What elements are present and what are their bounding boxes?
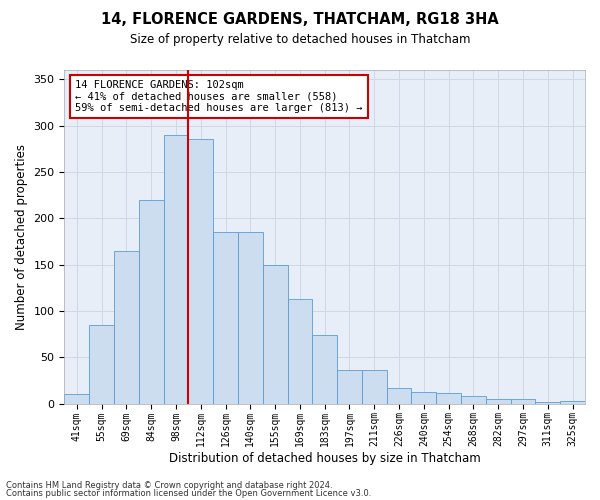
Bar — [412, 392, 436, 404]
X-axis label: Distribution of detached houses by size in Thatcham: Distribution of detached houses by size … — [169, 452, 481, 465]
Text: 14 FLORENCE GARDENS: 102sqm
← 41% of detached houses are smaller (558)
59% of se: 14 FLORENCE GARDENS: 102sqm ← 41% of det… — [75, 80, 362, 113]
Bar — [511, 399, 535, 404]
Text: Size of property relative to detached houses in Thatcham: Size of property relative to detached ho… — [130, 32, 470, 46]
Bar — [535, 402, 560, 404]
Bar — [263, 264, 287, 404]
Bar — [114, 250, 139, 404]
Bar — [64, 394, 89, 404]
Text: Contains HM Land Registry data © Crown copyright and database right 2024.: Contains HM Land Registry data © Crown c… — [6, 480, 332, 490]
Text: Contains public sector information licensed under the Open Government Licence v3: Contains public sector information licen… — [6, 489, 371, 498]
Bar — [164, 135, 188, 404]
Bar — [337, 370, 362, 404]
Y-axis label: Number of detached properties: Number of detached properties — [15, 144, 28, 330]
Text: 14, FLORENCE GARDENS, THATCHAM, RG18 3HA: 14, FLORENCE GARDENS, THATCHAM, RG18 3HA — [101, 12, 499, 28]
Bar — [313, 335, 337, 404]
Bar — [486, 399, 511, 404]
Bar — [188, 140, 213, 404]
Bar — [362, 370, 386, 404]
Bar — [560, 401, 585, 404]
Bar — [89, 325, 114, 404]
Bar — [238, 232, 263, 404]
Bar — [139, 200, 164, 404]
Bar — [386, 388, 412, 404]
Bar — [436, 394, 461, 404]
Bar — [287, 299, 313, 404]
Bar — [213, 232, 238, 404]
Bar — [461, 396, 486, 404]
